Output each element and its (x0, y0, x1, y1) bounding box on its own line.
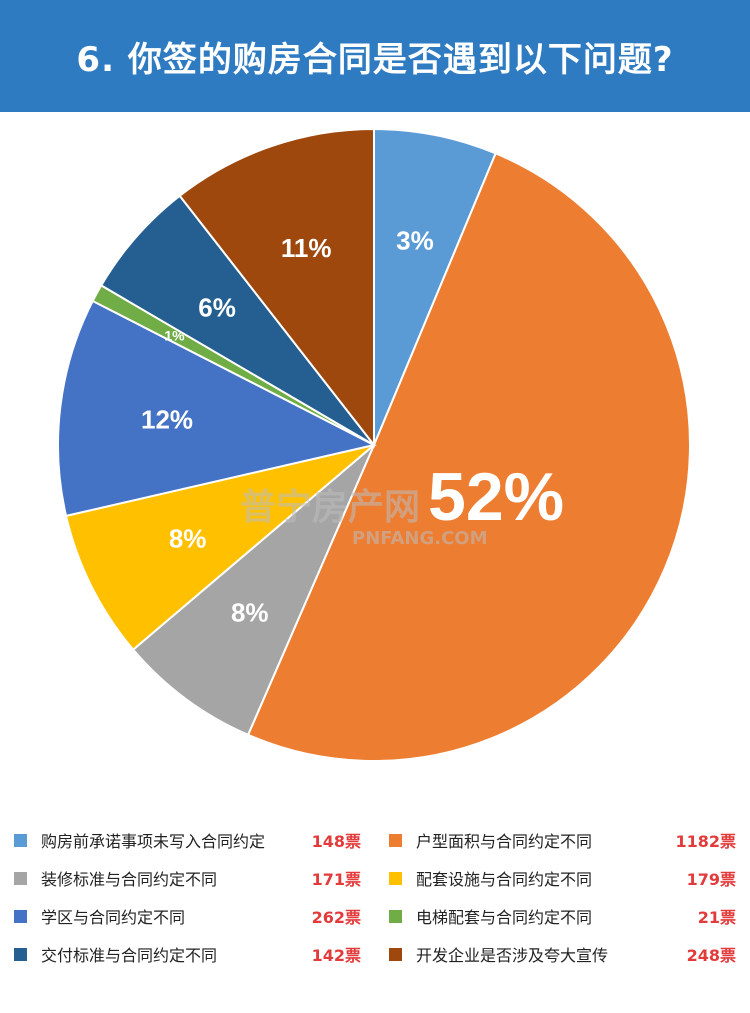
pie-slice (246, 152, 691, 763)
legend-label: 学区与合同约定不同 (41, 908, 186, 927)
legend-votes: 171票 (311, 870, 361, 889)
pie-slice (99, 194, 375, 446)
legend-label: 装修标准与合同约定不同 (41, 870, 218, 889)
pie-slice-label: 8% (169, 524, 207, 554)
legend-swatch (389, 871, 402, 885)
legend-item: 购房前承诺事项未写入合同约定 148票 (14, 828, 361, 852)
pie-slice-label: 8% (231, 598, 269, 628)
legend-votes: 248票 (686, 946, 736, 965)
legend-label: 开发企业是否涉及夸大宣传 (416, 946, 609, 965)
legend-item: 开发企业是否涉及夸大宣传 248票 (389, 942, 736, 966)
legend-swatch (14, 871, 27, 885)
chart-title: 6. 你签的购房合同是否遇到以下问题? (76, 39, 674, 80)
legend-item: 学区与合同约定不同 262票 (14, 904, 361, 928)
legend-label: 购房前承诺事项未写入合同约定 (41, 832, 266, 851)
legend-item: 装修标准与合同约定不同 171票 (14, 866, 361, 890)
legend-swatch (389, 947, 402, 961)
pie-slice (57, 299, 377, 518)
legend-label: 户型面积与合同约定不同 (416, 832, 593, 851)
pie-slice-label: 52% (428, 459, 564, 535)
legend-item: 配套设施与合同约定不同 179票 (389, 866, 736, 890)
pie-slice (178, 127, 375, 448)
pie-slice-label: 11% (281, 233, 332, 263)
legend-swatch (389, 909, 402, 923)
legend-swatch (14, 909, 27, 923)
pie-slice (131, 444, 375, 737)
pie-slice (64, 444, 375, 652)
legend-votes: 262票 (311, 908, 361, 927)
legend: 购房前承诺事项未写入合同约定 148票 户型面积与合同约定不同 1182票装修标准与合… (14, 828, 736, 966)
legend-votes: 179票 (686, 870, 736, 889)
pie-slice-label: 3% (396, 225, 434, 255)
legend-swatch (14, 947, 27, 961)
pie-chart: 3%52%8%8%12%1%6%11% (57, 127, 691, 763)
legend-swatch (389, 833, 402, 847)
pie-slice-label: 12% (141, 404, 193, 434)
pie-chart-area: 3% 52% 8% 8% 12% 1% 6% 11% (0, 112, 750, 812)
legend-label: 配套设施与合同约定不同 (416, 870, 593, 889)
legend-label: 交付标准与合同约定不同 (41, 946, 218, 965)
pie-slice (373, 127, 497, 446)
legend-item: 交付标准与合同约定不同 142票 (14, 942, 361, 966)
legend-item: 户型面积与合同约定不同 1182票 (389, 828, 736, 852)
legend-votes: 21票 (697, 908, 736, 927)
legend-label: 电梯配套与合同约定不同 (416, 908, 593, 927)
legend-votes: 148票 (311, 832, 361, 851)
pie-slice-label: 6% (198, 293, 236, 323)
legend-votes: 1182票 (675, 832, 736, 851)
legend-item: 电梯配套与合同约定不同 21票 (389, 904, 736, 928)
header-bar: 6. 你签的购房合同是否遇到以下问题? (0, 0, 750, 112)
legend-swatch (14, 833, 27, 847)
legend-votes: 142票 (311, 946, 361, 965)
